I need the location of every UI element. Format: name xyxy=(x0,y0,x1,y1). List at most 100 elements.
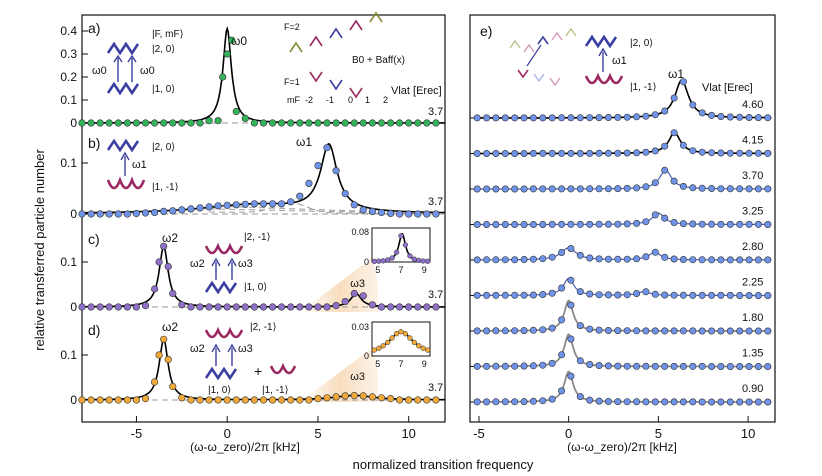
panel-e-data-point xyxy=(708,291,716,299)
panel-e-data-point xyxy=(501,256,509,264)
panel-d-upper-state: |2, -1⟩ xyxy=(250,322,277,333)
panel-e-data-point xyxy=(586,360,594,368)
panel-a-data-point xyxy=(423,119,431,127)
panel-c-data-point xyxy=(187,303,195,311)
panel-e-data-point xyxy=(529,362,537,370)
panel-d-data-point xyxy=(132,396,140,404)
panel-e-data-point xyxy=(623,327,631,335)
panel-a-data-point xyxy=(314,119,322,127)
panel-e-data-point xyxy=(520,255,528,263)
panel-e-data-point xyxy=(539,185,547,193)
panel-d-data-point xyxy=(178,394,186,402)
panel-c-data-point xyxy=(214,303,222,311)
panel-e-data-point xyxy=(708,149,716,157)
panel-e-data-point xyxy=(483,362,491,370)
panel-c-data-point xyxy=(305,303,313,311)
panel-e-data-point xyxy=(689,101,697,109)
panel-b-data-point xyxy=(414,210,422,218)
panel-b-data-point xyxy=(232,201,240,209)
panel-e-data-point xyxy=(689,256,697,264)
panel-a-data-point xyxy=(105,119,113,127)
panel-a-data-point xyxy=(377,119,386,127)
panel-a-data-point xyxy=(241,114,249,122)
panel-e-data-point xyxy=(754,362,762,370)
panel-e-data-point xyxy=(736,256,744,264)
panel-e-data-point xyxy=(708,327,716,335)
panel-e-data-point xyxy=(548,149,556,157)
panel-e-data-point xyxy=(567,276,575,284)
panel-e-trace xyxy=(473,333,772,368)
panel-e-data-point xyxy=(726,327,734,335)
panel-c-data-point xyxy=(96,303,104,311)
panel-a-fit-curve xyxy=(82,26,445,124)
panel-e-data-point xyxy=(539,255,547,263)
panel-e-data-point xyxy=(576,322,584,330)
left-x-tick-label: -5 xyxy=(131,426,143,441)
y-tick-label: 0.1 xyxy=(60,156,77,170)
panel-e-data-point xyxy=(754,185,762,193)
panel-c-inset-frame xyxy=(371,227,431,263)
panel-a-state-header: |F, mF⟩ xyxy=(152,29,184,40)
panel-d-data-point xyxy=(155,351,163,359)
panel-e-data-point xyxy=(698,327,706,335)
inset-x-tick-label: 7 xyxy=(398,359,403,369)
panel-c-data-point xyxy=(169,289,177,298)
panel-e-label: e) xyxy=(480,23,492,39)
panel-a-data-point xyxy=(141,119,150,127)
panel-e-data-point xyxy=(651,179,659,187)
panel-e-data-point xyxy=(670,398,678,406)
panel-b-data-point xyxy=(250,200,258,208)
panel-d-inset-point xyxy=(407,335,413,341)
panel-c-data-point xyxy=(387,303,395,311)
panel-a-data-point xyxy=(387,119,395,127)
panel-b-data-point xyxy=(332,167,340,175)
panel-d-data-point xyxy=(187,396,195,404)
panel-e-data-point xyxy=(473,185,481,193)
panel-a-data-point xyxy=(396,119,404,127)
panel-e-data-point xyxy=(670,255,678,263)
panel-e-data-point xyxy=(689,220,697,228)
panel-a-data-point xyxy=(178,119,186,127)
panel-e-data-point xyxy=(745,362,753,370)
panel-c-data-point xyxy=(396,303,404,311)
panel-a-data-point xyxy=(78,119,86,127)
panel-e-data-point xyxy=(529,149,537,157)
panel-b-data-point xyxy=(141,209,150,217)
panel-e-data-point xyxy=(492,114,500,122)
panel-e-data-point xyxy=(576,251,584,259)
figure-x-label: normalized transition frequency xyxy=(353,457,534,472)
panel-e-data-point xyxy=(623,149,631,157)
panel-e-data-point xyxy=(576,288,584,296)
panel-e-data-point xyxy=(764,362,772,370)
panel-e-data-point xyxy=(473,114,481,122)
panel-e-data-point xyxy=(614,113,622,121)
panel-d-data-point xyxy=(387,395,395,403)
panel-d-data-point xyxy=(269,396,277,404)
panel-d-inset-point xyxy=(402,331,409,337)
panel-a-data-point xyxy=(350,119,358,127)
panel-e-data-point xyxy=(511,398,519,406)
panel-b-data-point xyxy=(396,210,404,218)
panel-a-data-point xyxy=(259,119,268,127)
panel-c-inset-point xyxy=(389,255,395,261)
panel-e-data-point xyxy=(633,113,641,121)
panel-b-data-point xyxy=(341,190,349,198)
panel-a-data-point xyxy=(160,119,168,127)
panel-a-data-point xyxy=(205,117,213,125)
panel-c-data-point xyxy=(323,303,331,311)
panel-e-vlat-value: 0.90 xyxy=(742,383,763,395)
panel-e-data-point xyxy=(529,114,537,122)
panel-e-data-point xyxy=(483,221,491,229)
panel-c-data-point xyxy=(205,303,213,311)
panel-c-omega-left: ω2 xyxy=(190,258,205,270)
inset-y-tick-label: 0.03 xyxy=(351,322,369,332)
panel-e-data-point xyxy=(736,220,744,228)
panel-e-data-point xyxy=(623,220,631,228)
panel-d-peak2-label: ω3 xyxy=(350,371,365,383)
panel-e-data-point xyxy=(754,149,762,157)
panel-d-data-point xyxy=(377,394,386,402)
panel-e-data-point xyxy=(708,398,716,406)
panel-e-data-point xyxy=(558,284,566,292)
panel-e-data-point xyxy=(586,325,594,333)
panel-e-data-point xyxy=(633,219,641,227)
